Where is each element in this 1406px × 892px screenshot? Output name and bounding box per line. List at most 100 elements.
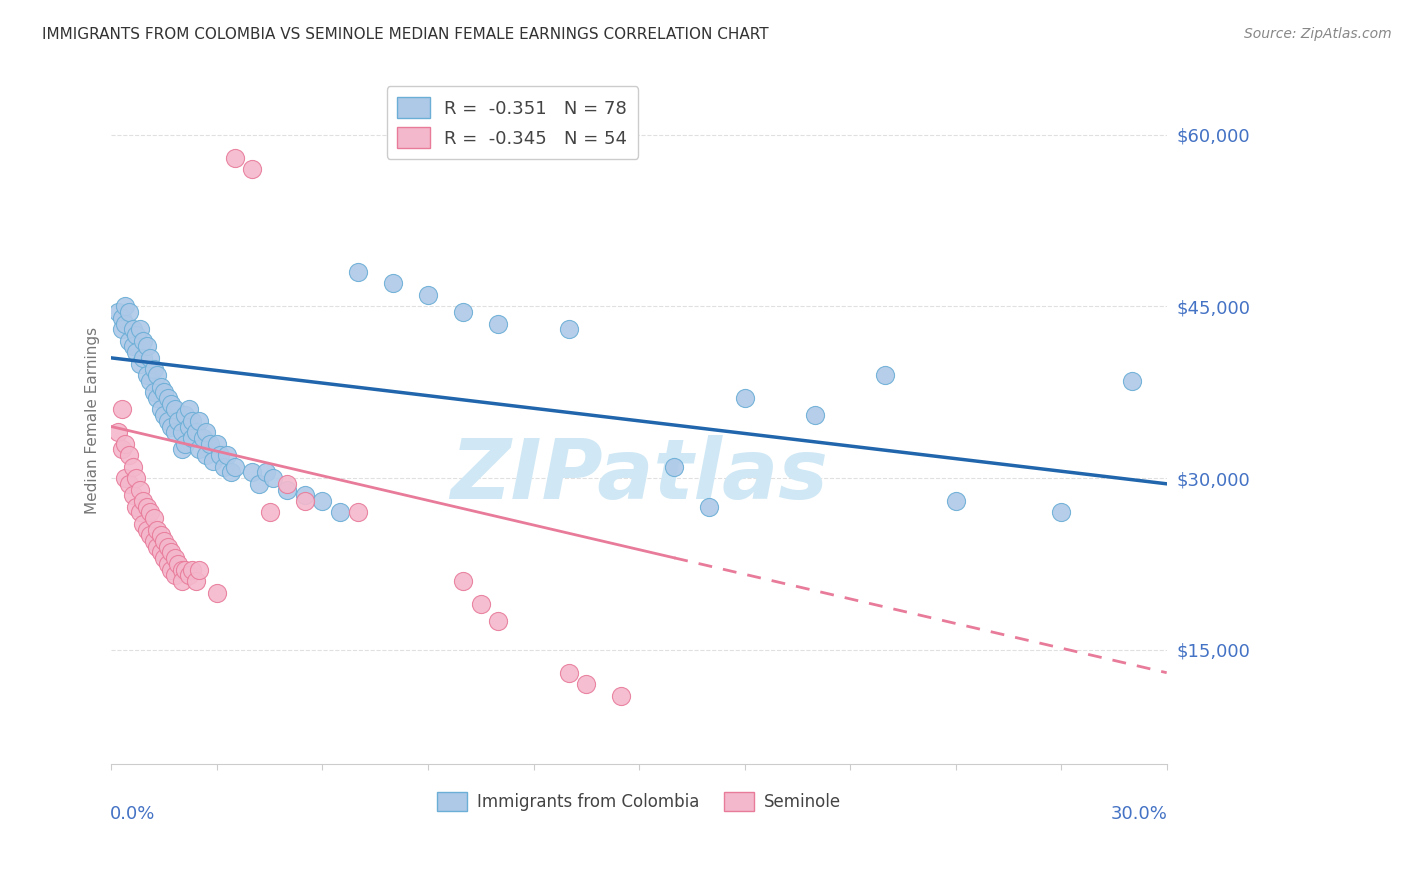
Point: [107, 425, 129, 440]
Text: 0.0%: 0.0%: [110, 805, 156, 823]
Point: [195, 425, 218, 440]
Point: [699, 500, 721, 514]
Point: [128, 322, 150, 336]
Point: [198, 436, 221, 450]
Point: [146, 540, 169, 554]
Point: [163, 551, 186, 566]
Point: [132, 334, 155, 348]
Point: [160, 563, 183, 577]
Point: [121, 459, 143, 474]
Point: [294, 488, 316, 502]
Point: [128, 505, 150, 519]
Point: [202, 454, 225, 468]
Point: [125, 328, 148, 343]
Point: [346, 265, 368, 279]
Point: [135, 368, 157, 382]
Point: [149, 528, 172, 542]
Point: [945, 494, 967, 508]
Point: [329, 505, 352, 519]
Point: [114, 436, 136, 450]
Legend: Immigrants from Colombia, Seminole: Immigrants from Colombia, Seminole: [430, 785, 848, 818]
Point: [557, 322, 579, 336]
Point: [1121, 374, 1143, 388]
Point: [111, 310, 134, 325]
Point: [118, 476, 141, 491]
Point: [875, 368, 897, 382]
Point: [170, 442, 193, 457]
Point: [167, 414, 190, 428]
Point: [132, 351, 155, 365]
Point: [149, 379, 172, 393]
Point: [294, 494, 316, 508]
Point: [804, 408, 827, 422]
Point: [224, 151, 246, 165]
Point: [135, 500, 157, 514]
Point: [160, 545, 183, 559]
Point: [470, 597, 492, 611]
Point: [416, 288, 439, 302]
Point: [121, 339, 143, 353]
Point: [240, 466, 263, 480]
Point: [311, 494, 333, 508]
Point: [486, 317, 509, 331]
Point: [107, 305, 129, 319]
Point: [170, 574, 193, 588]
Point: [118, 448, 141, 462]
Point: [156, 414, 179, 428]
Point: [163, 402, 186, 417]
Point: [170, 563, 193, 577]
Point: [381, 277, 404, 291]
Point: [142, 511, 165, 525]
Point: [135, 339, 157, 353]
Point: [114, 299, 136, 313]
Point: [195, 448, 218, 462]
Point: [188, 414, 211, 428]
Point: [139, 528, 162, 542]
Point: [276, 483, 298, 497]
Point: [128, 483, 150, 497]
Point: [125, 500, 148, 514]
Point: [160, 397, 183, 411]
Point: [167, 557, 190, 571]
Point: [575, 677, 598, 691]
Point: [184, 574, 207, 588]
Point: [240, 161, 263, 176]
Point: [135, 523, 157, 537]
Point: [121, 488, 143, 502]
Point: [259, 505, 281, 519]
Point: [209, 448, 232, 462]
Point: [114, 317, 136, 331]
Point: [146, 523, 169, 537]
Point: [205, 585, 228, 599]
Point: [111, 322, 134, 336]
Text: 30.0%: 30.0%: [1111, 805, 1168, 823]
Text: Source: ZipAtlas.com: Source: ZipAtlas.com: [1244, 27, 1392, 41]
Text: ZIPatlas: ZIPatlas: [450, 435, 828, 516]
Point: [557, 665, 579, 680]
Point: [262, 471, 284, 485]
Point: [111, 402, 134, 417]
Point: [139, 351, 162, 365]
Point: [153, 534, 176, 549]
Point: [188, 563, 211, 577]
Point: [111, 442, 134, 457]
Point: [139, 374, 162, 388]
Point: [184, 425, 207, 440]
Point: [610, 689, 633, 703]
Point: [174, 563, 197, 577]
Point: [217, 448, 239, 462]
Y-axis label: Median Female Earnings: Median Female Earnings: [86, 327, 100, 515]
Point: [177, 402, 200, 417]
Point: [205, 436, 228, 450]
Point: [1050, 505, 1073, 519]
Point: [219, 466, 242, 480]
Point: [142, 385, 165, 400]
Point: [153, 551, 176, 566]
Point: [153, 408, 176, 422]
Point: [128, 357, 150, 371]
Point: [451, 305, 474, 319]
Point: [142, 534, 165, 549]
Point: [160, 419, 183, 434]
Text: IMMIGRANTS FROM COLOMBIA VS SEMINOLE MEDIAN FEMALE EARNINGS CORRELATION CHART: IMMIGRANTS FROM COLOMBIA VS SEMINOLE MED…: [42, 27, 769, 42]
Point: [146, 391, 169, 405]
